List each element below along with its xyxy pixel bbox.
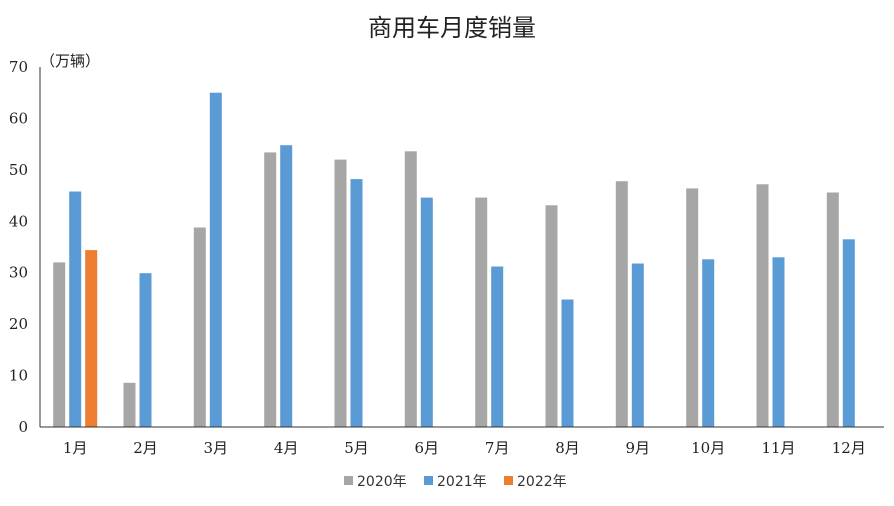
bar [139,273,152,427]
bar [193,227,206,427]
bar [264,152,277,427]
y-tick-label: 30 [9,264,28,282]
bars-group [53,92,855,428]
bar [334,159,347,427]
chart-title: 商用车月度销量 [368,14,536,42]
x-tick-label: 10月 [691,439,725,457]
bar [475,197,488,427]
x-tick-label: 2月 [133,439,158,457]
x-tick-label: 1月 [63,439,88,457]
bar [69,191,82,427]
bar [280,145,293,427]
legend-label: 2020年 [357,474,407,490]
x-tick-label: 4月 [274,439,299,457]
bar [561,299,574,427]
x-tick-label: 8月 [555,439,580,457]
legend-swatch [504,476,513,485]
bar [756,184,769,427]
bar [350,179,363,427]
bar [404,151,417,428]
legend: 2020年 2021年 2022年 [344,474,567,490]
legend-swatch [344,476,353,485]
y-tick-label: 10 [9,367,28,385]
y-tick-label: 70 [9,58,28,76]
bar [209,92,222,427]
y-tick-label: 20 [9,315,28,333]
bar [772,257,785,427]
bar [123,382,136,427]
x-tick-label: 5月 [344,439,369,457]
bar [686,188,699,427]
bar [615,181,628,427]
bar [826,192,839,427]
x-tick-label: 7月 [485,439,510,457]
bar [85,250,98,427]
x-tick-label: 9月 [626,439,651,457]
legend-label: 2021年 [437,474,487,490]
bar [420,197,433,427]
bar [545,205,558,427]
legend-label: 2022年 [517,474,567,490]
bar [53,262,66,427]
axes [39,67,884,428]
y-tick-label: 0 [18,418,28,436]
bar [702,259,715,427]
y-tick-label: 40 [9,212,28,230]
bar [491,266,504,427]
legend-swatch [424,476,433,485]
x-axis-ticks: 1月 2月 3月 4月 5月 6月 7月 8月 9月 10月 11月 12月 [63,439,866,457]
bar [631,263,644,427]
y-axis-unit-label: （万辆） [40,52,100,70]
x-tick-label: 6月 [415,439,440,457]
x-tick-label: 11月 [761,439,795,457]
y-axis-ticks: 0 10 20 30 40 50 60 70 [9,58,28,436]
y-tick-label: 60 [9,109,28,127]
y-tick-label: 50 [9,161,28,179]
bar [842,239,855,427]
x-tick-label: 3月 [204,439,229,457]
x-tick-label: 12月 [832,439,866,457]
